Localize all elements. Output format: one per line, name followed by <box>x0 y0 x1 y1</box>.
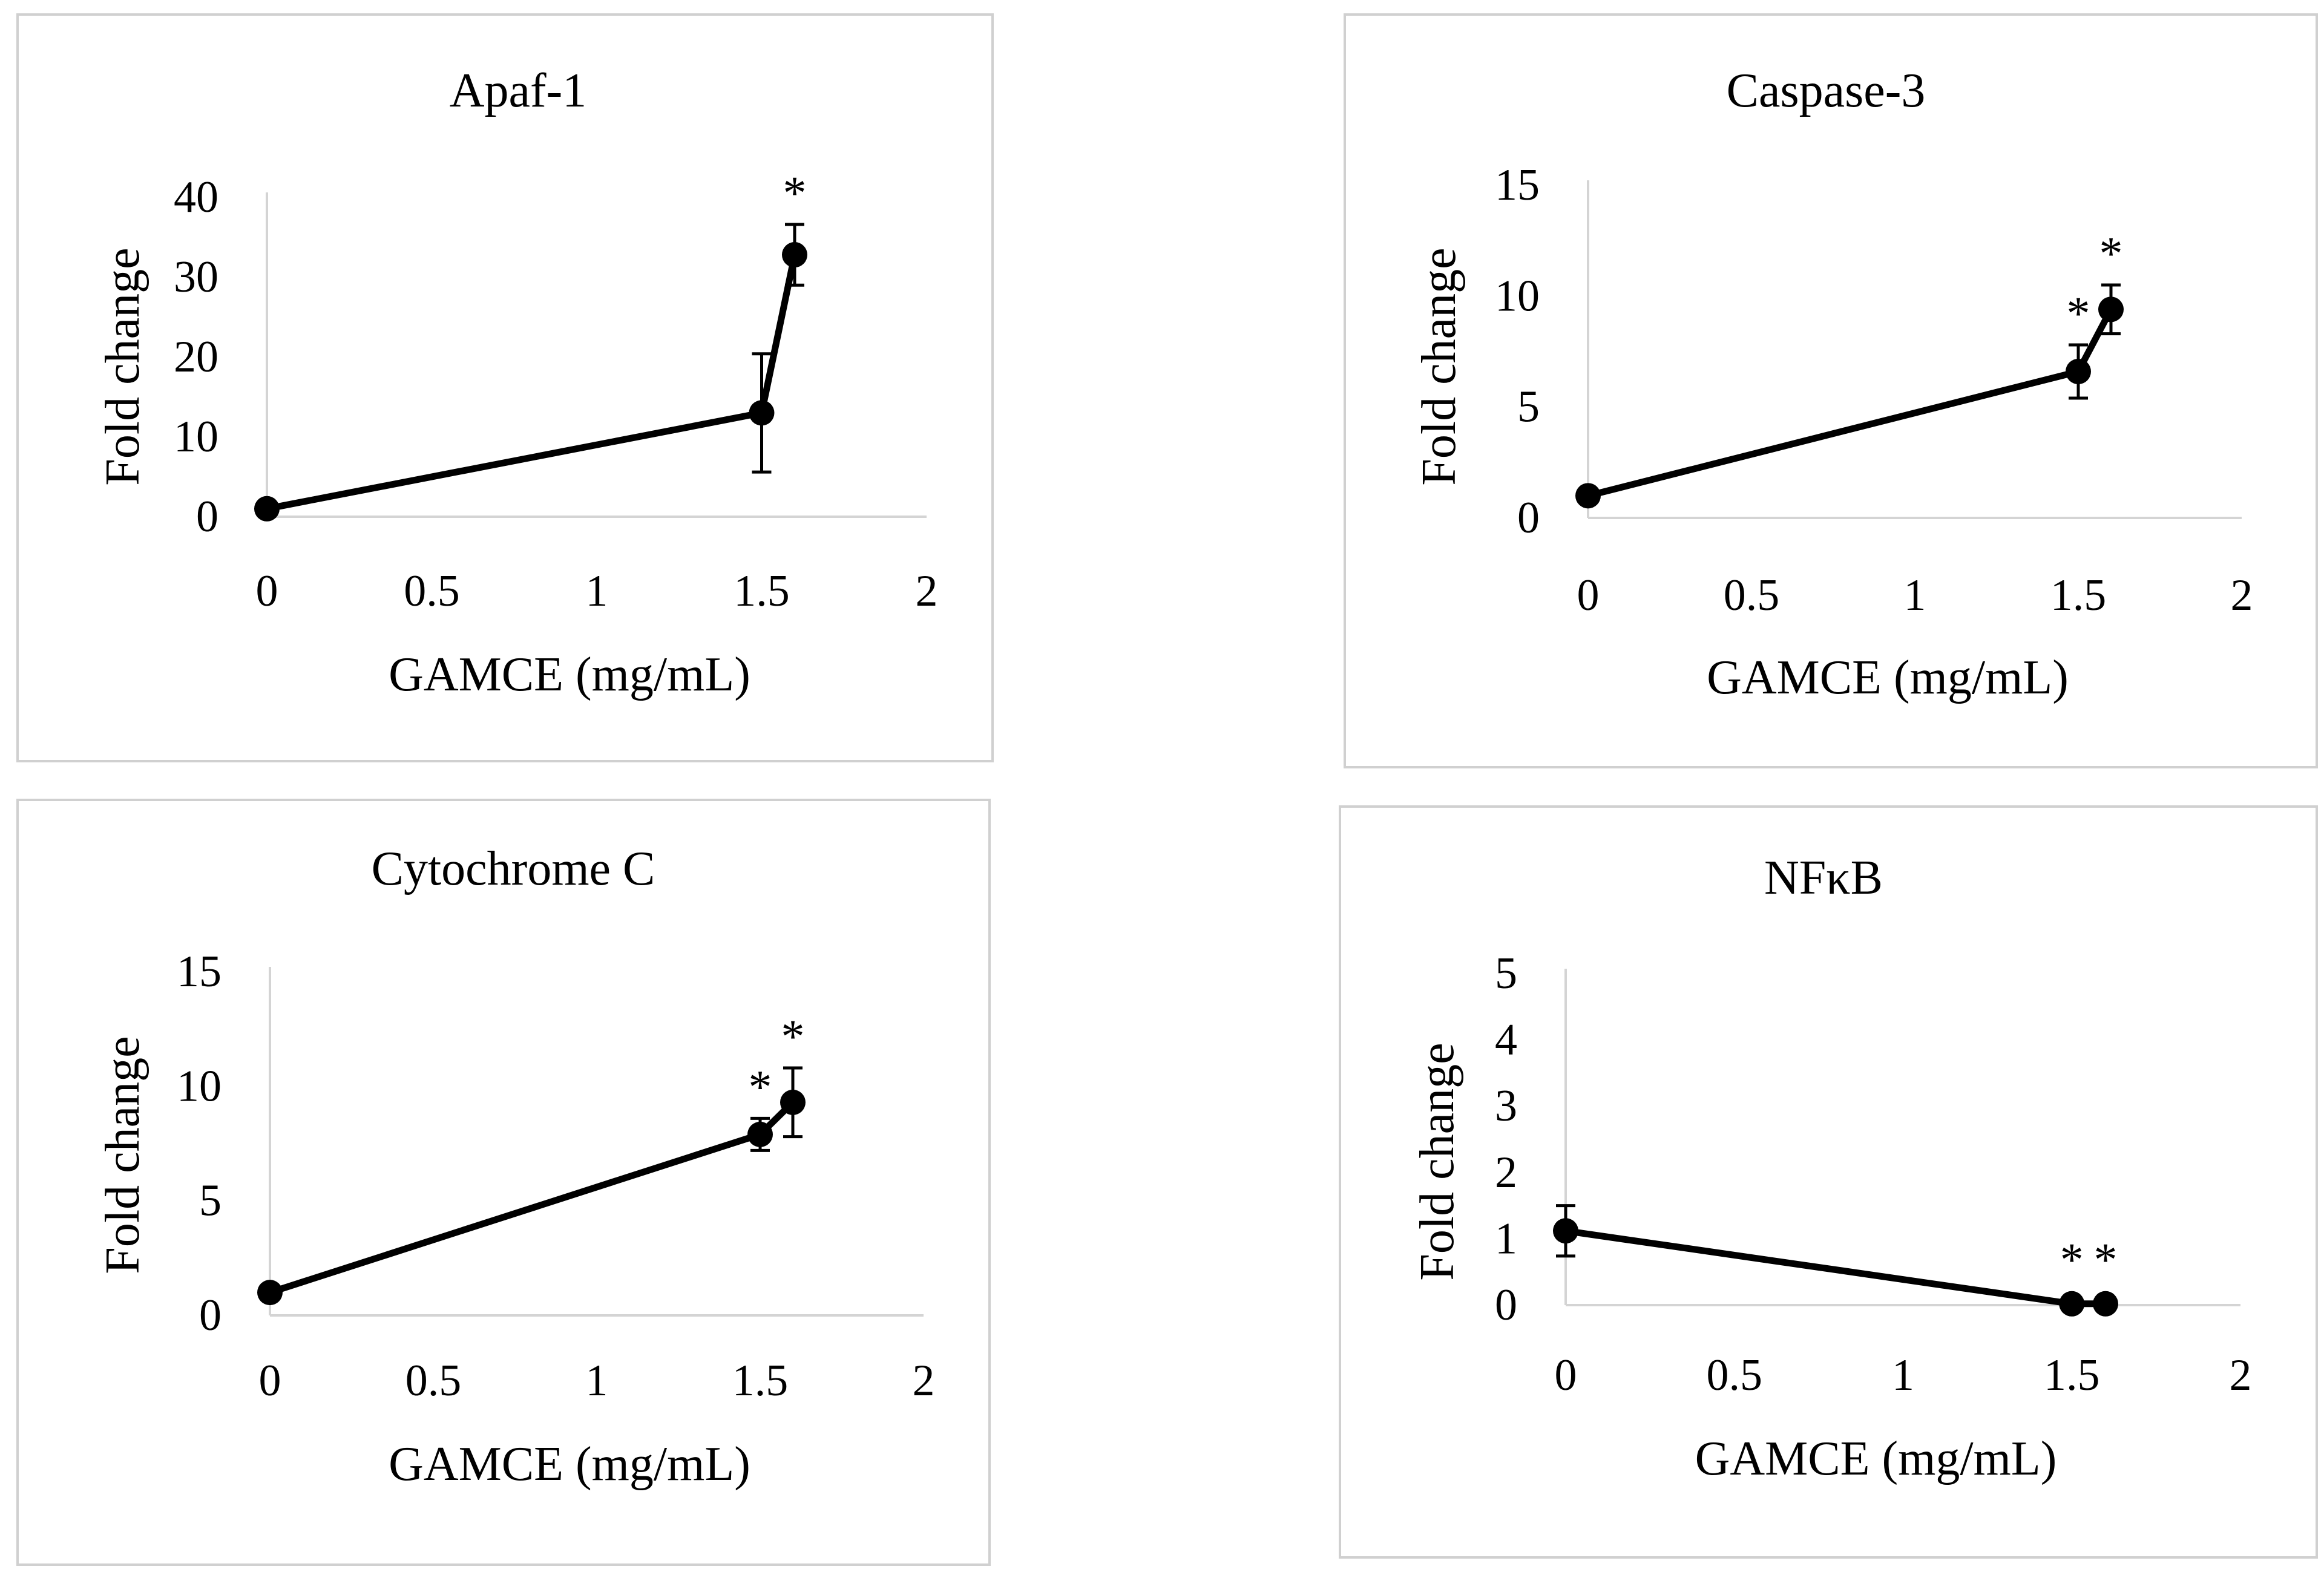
x-tick-label: 0.5 <box>404 566 460 616</box>
x-tick-label: 1.5 <box>734 566 790 616</box>
data-point <box>782 242 807 268</box>
significance-mark: * <box>2067 287 2090 339</box>
data-point <box>747 1121 773 1147</box>
chart-panel-apaf1: Apaf-1 0 10 20 30 40 0 0.5 1 1.5 2 GAMCE (mg/mL) Fol… <box>16 13 994 762</box>
y-tick-label: 0 <box>199 1291 222 1340</box>
series-line <box>266 254 798 512</box>
x-tick-label: 1.5 <box>2044 1350 2100 1400</box>
y-tick-label: 10 <box>1495 271 1540 321</box>
y-axis-label: Fold change <box>1411 1043 1464 1280</box>
x-axis-label: GAMCE (mg/mL) <box>389 648 750 701</box>
y-tick-label: 5 <box>1495 949 1517 998</box>
y-tick-label: 40 <box>174 172 218 222</box>
data-point <box>2098 296 2124 322</box>
y-tick-label: 0 <box>196 492 218 542</box>
x-axis-label: GAMCE (mg/mL) <box>389 1438 750 1491</box>
x-tick-label: 0 <box>1555 1350 1577 1400</box>
x-tick-label: 2 <box>2231 571 2253 620</box>
y-tick-label: 0 <box>1495 1280 1517 1330</box>
y-tick-label: 5 <box>1517 382 1540 432</box>
chart-apaf1: Apaf-1 0 10 20 30 40 0 0.5 1 1.5 2 GAMCE (mg/mL) Fol… <box>96 64 938 701</box>
series-line <box>1587 307 2114 499</box>
chart-panel-nfkb: NFκB 0 1 2 3 4 5 0 0.5 1 1.5 2 GAMCE (mg/mL) Fold cha… <box>1339 805 2318 1559</box>
x-axis-label: GAMCE (mg/mL) <box>1695 1432 2057 1485</box>
y-axis-label: Fold change <box>96 1036 149 1274</box>
significance-mark: * <box>749 1060 772 1113</box>
x-tick-label: 0.5 <box>1707 1350 1763 1400</box>
x-tick-label: 1 <box>586 566 608 616</box>
x-tick-label: 1 <box>1904 571 1926 620</box>
x-tick-label: 2 <box>913 1356 935 1406</box>
x-tick-label: 1.5 <box>732 1356 789 1406</box>
x-tick-label: 2 <box>916 566 938 616</box>
data-point <box>1575 483 1601 509</box>
chart-title: Apaf-1 <box>450 64 587 117</box>
significance-mark: * <box>2060 1233 2084 1286</box>
y-axis-label: Fold change <box>1413 247 1466 485</box>
chart-panel-cytochrome-c: Cytochrome C 0 5 10 15 0 0.5 1 1.5 2 GAMCE (mg/mL)… <box>16 799 991 1566</box>
significance-mark: * <box>2099 227 2123 280</box>
y-tick-label: 1 <box>1495 1214 1517 1263</box>
x-tick-label: 0 <box>256 566 278 616</box>
chart-cytochrome-c: Cytochrome C 0 5 10 15 0 0.5 1 1.5 2 GAMCE (mg/mL)… <box>96 842 935 1491</box>
significance-mark: * <box>781 1010 805 1062</box>
x-tick-label: 1 <box>586 1356 608 1406</box>
y-tick-label: 10 <box>177 1061 222 1111</box>
y-tick-label: 10 <box>174 412 218 462</box>
x-tick-label: 1.5 <box>2050 571 2107 620</box>
y-tick-label: 2 <box>1495 1148 1517 1197</box>
data-point <box>2066 359 2091 384</box>
y-tick-label: 15 <box>177 947 222 997</box>
series-line <box>1565 1227 2106 1308</box>
y-tick-label: 4 <box>1495 1015 1517 1065</box>
y-tick-label: 15 <box>1495 160 1540 210</box>
chart-title: Caspase-3 <box>1727 64 1926 117</box>
y-tick-label: 5 <box>199 1176 222 1226</box>
data-point <box>780 1089 806 1115</box>
data-point <box>2093 1291 2118 1317</box>
significance-mark: * <box>2094 1233 2118 1286</box>
data-point <box>257 1280 283 1306</box>
chart-panel-caspase3: Caspase-3 0 5 10 15 0 0.5 1 1.5 2 GAMCE (mg/mL) Fol… <box>1344 13 2318 768</box>
x-tick-label: 0 <box>1577 571 1600 620</box>
y-axis-label: Fold change <box>96 247 149 485</box>
chart-nfkb: NFκB 0 1 2 3 4 5 0 0.5 1 1.5 2 GAMCE (mg/mL) Fold cha… <box>1411 851 2252 1485</box>
data-point <box>254 496 280 522</box>
data-point <box>1553 1218 1578 1244</box>
x-tick-label: 1 <box>1892 1350 1914 1400</box>
chart-title: Cytochrome C <box>372 842 655 895</box>
x-tick-label: 0.5 <box>1724 571 1780 620</box>
significance-mark: * <box>783 166 807 219</box>
y-tick-label: 20 <box>174 332 218 382</box>
x-axis-label: GAMCE (mg/mL) <box>1707 651 2069 704</box>
y-tick-label: 0 <box>1517 493 1540 543</box>
series-line <box>269 1099 795 1296</box>
x-tick-label: 0.5 <box>405 1356 462 1406</box>
x-tick-label: 0 <box>259 1356 281 1406</box>
data-point <box>2059 1291 2085 1317</box>
data-point <box>749 400 775 426</box>
y-tick-label: 30 <box>174 252 218 302</box>
chart-caspase3: Caspase-3 0 5 10 15 0 0.5 1 1.5 2 GAMCE (mg/mL) Fol… <box>1413 64 2253 704</box>
y-tick-label: 3 <box>1495 1081 1517 1131</box>
chart-title: NFκB <box>1764 851 1883 905</box>
x-tick-label: 2 <box>2230 1350 2252 1400</box>
